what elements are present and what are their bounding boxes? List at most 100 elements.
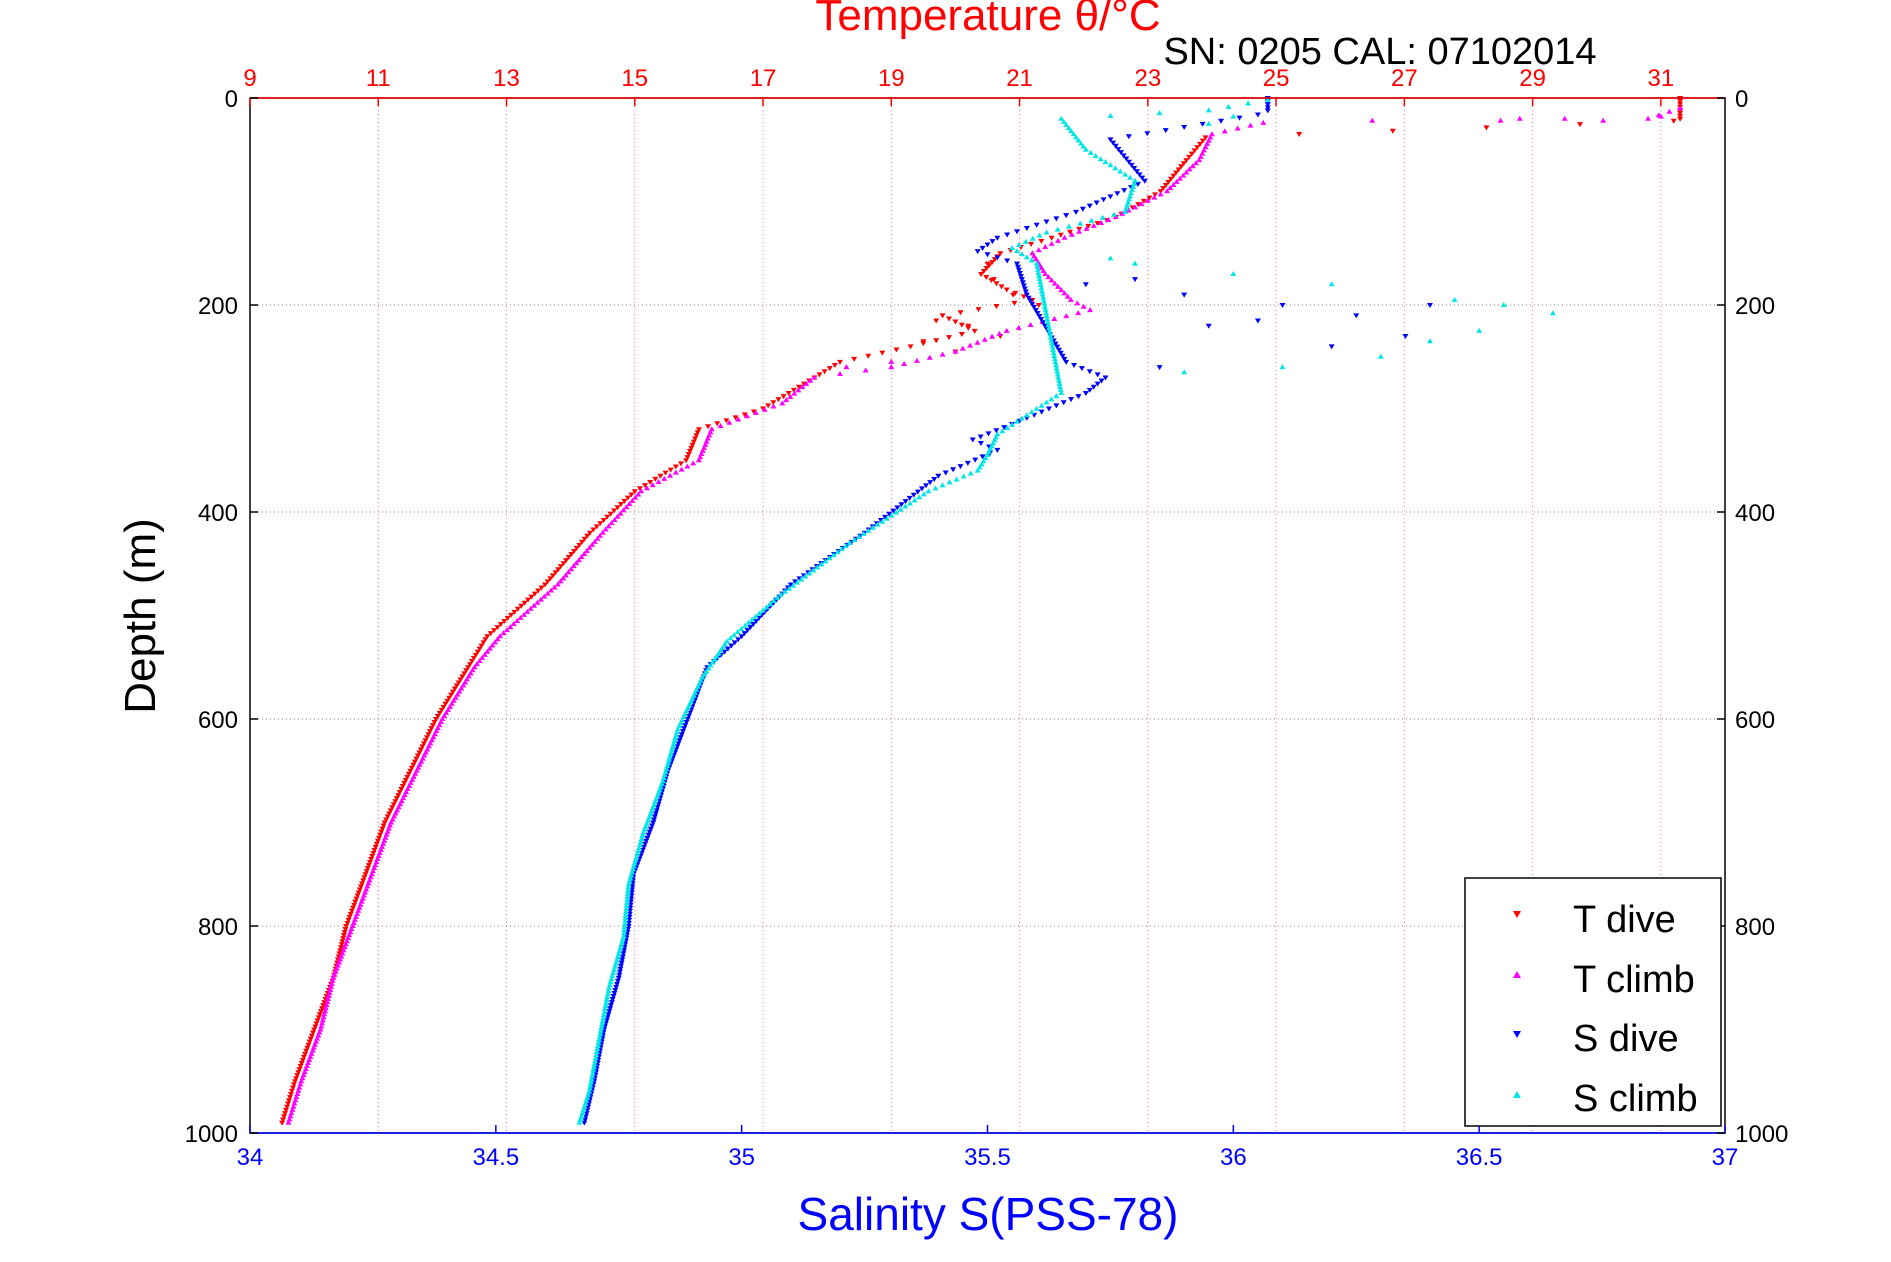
data-point (319, 1020, 326, 1026)
data-point (1049, 343, 1056, 349)
data-point (396, 790, 403, 796)
data-point (608, 975, 615, 981)
data-point (1023, 292, 1030, 298)
data-point (461, 671, 468, 677)
data-point (630, 863, 637, 869)
data-point (518, 603, 525, 609)
data-point (1236, 115, 1243, 121)
data-point (946, 316, 953, 322)
data-point (1144, 131, 1151, 137)
data-point (1015, 241, 1022, 247)
data-point (1090, 384, 1097, 390)
data-point (537, 596, 544, 602)
data-point (629, 869, 636, 875)
data-point (650, 820, 657, 826)
data-point (994, 255, 1001, 261)
data-point (1165, 179, 1172, 185)
data-point (1035, 247, 1042, 253)
data-point (686, 448, 693, 454)
data-point (573, 545, 580, 551)
data-point (363, 869, 370, 875)
data-point (741, 622, 748, 628)
data-point (623, 899, 630, 905)
data-point (1092, 152, 1099, 158)
data-point (408, 765, 415, 771)
legend: T dive T climb S dive S climb (1464, 877, 1722, 1127)
data-point (442, 701, 449, 707)
data-point (677, 461, 684, 467)
data-point (753, 618, 760, 624)
data-point (290, 1082, 297, 1088)
sal-tick-label: 37 (1712, 1144, 1739, 1171)
data-point (984, 252, 991, 258)
data-point (497, 633, 504, 639)
data-point (744, 628, 751, 634)
data-point (914, 489, 921, 495)
legend-marker-s-dive (1513, 1031, 1521, 1038)
data-point (674, 726, 681, 732)
data-point (1188, 151, 1195, 157)
data-point (611, 990, 618, 996)
data-point (1048, 337, 1055, 343)
data-point (942, 470, 949, 476)
data-point (770, 598, 777, 604)
data-point (618, 960, 625, 966)
data-point (1014, 248, 1020, 254)
data-point (472, 652, 479, 658)
data-point (298, 1060, 305, 1066)
data-point (600, 517, 607, 523)
data-point (964, 460, 971, 466)
data-point (619, 954, 626, 960)
data-point (1122, 171, 1129, 177)
data-point (1073, 134, 1079, 140)
legend-label-s-dive: S dive (1573, 1018, 1679, 1060)
data-point (999, 428, 1006, 434)
data-point (984, 452, 991, 458)
data-point (806, 570, 813, 576)
data-point (709, 659, 716, 665)
data-point (814, 564, 821, 570)
data-point (613, 957, 620, 963)
data-point (1059, 353, 1066, 359)
data-point (1102, 159, 1109, 165)
data-point (620, 951, 627, 957)
data-point (1110, 140, 1117, 146)
legend-marker-t-dive (1513, 911, 1521, 918)
data-point (869, 524, 876, 530)
data-point (1677, 113, 1684, 119)
data-point (320, 1003, 327, 1009)
data-point (1181, 124, 1188, 130)
data-point (932, 485, 939, 491)
data-point (1094, 372, 1101, 378)
data-point (1098, 378, 1105, 384)
data-point (1090, 222, 1097, 228)
data-point (1377, 353, 1384, 359)
data-point (486, 645, 493, 651)
data-point (1093, 200, 1100, 206)
data-point (1041, 300, 1048, 306)
data-point (1110, 211, 1117, 217)
data-point (778, 591, 784, 597)
data-point (337, 948, 344, 954)
data-point (565, 569, 572, 575)
depth-tick-label-left: 400 (198, 500, 238, 527)
data-point (624, 495, 631, 501)
data-point (1022, 238, 1029, 244)
data-point (602, 526, 609, 532)
data-point (719, 644, 726, 650)
data-point (939, 351, 946, 357)
data-point (618, 963, 625, 969)
data-point (989, 333, 996, 339)
data-point (1060, 400, 1067, 406)
data-point (390, 802, 397, 808)
data-point (393, 796, 400, 802)
data-point (1260, 119, 1267, 125)
data-point (786, 585, 793, 591)
data-point (1080, 303, 1087, 309)
data-point (664, 762, 671, 768)
data-point (625, 884, 632, 890)
data-point (732, 415, 739, 421)
data-point (541, 593, 548, 599)
data-point (538, 585, 545, 591)
data-point (298, 1078, 305, 1084)
